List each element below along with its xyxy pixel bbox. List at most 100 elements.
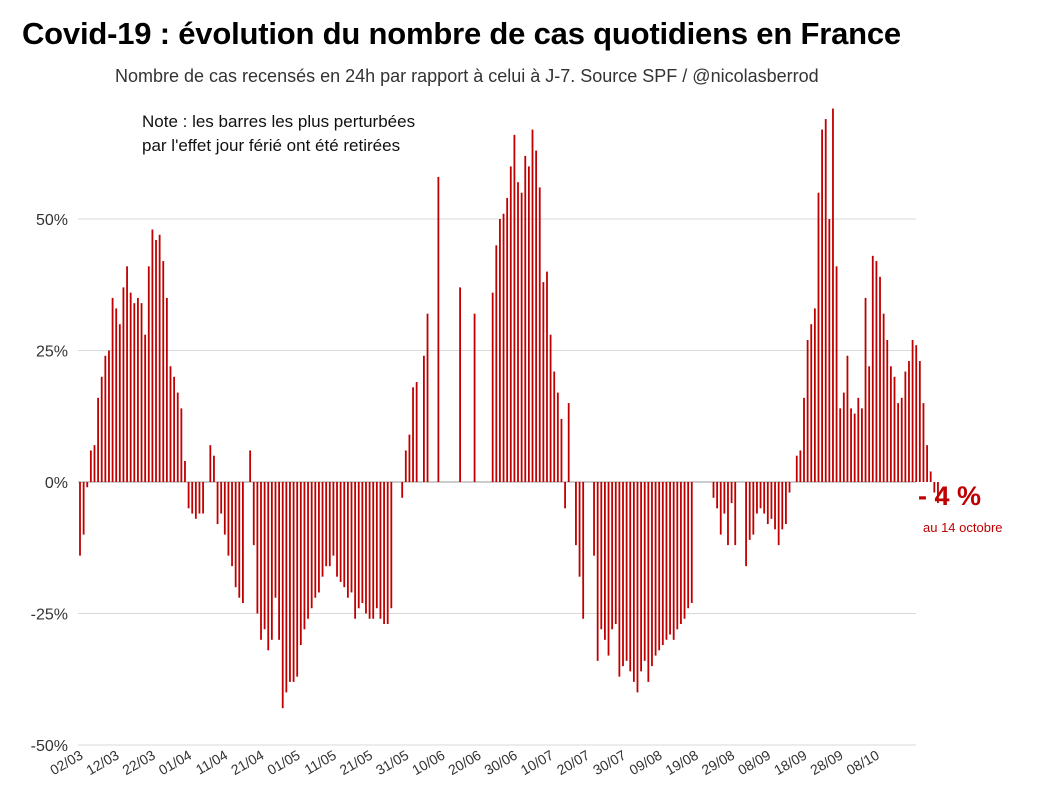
bar [386, 482, 389, 625]
bar [871, 255, 874, 482]
bar [502, 213, 505, 483]
bar [759, 482, 762, 509]
bar [774, 482, 776, 530]
bar [719, 482, 722, 535]
bar [922, 403, 925, 482]
bar [155, 240, 157, 482]
bar [806, 339, 809, 482]
x-tick-label: 20/07 [554, 747, 593, 778]
bar [636, 482, 639, 693]
bar [108, 350, 110, 482]
x-tick-label: 01/05 [264, 747, 303, 778]
bar [578, 482, 581, 577]
bar [629, 482, 632, 672]
bar [661, 482, 664, 646]
bar [86, 482, 89, 488]
bar [864, 297, 867, 482]
bar [712, 482, 715, 498]
bar [158, 234, 161, 482]
bar [683, 482, 686, 619]
bar [647, 482, 650, 682]
bar [296, 482, 299, 677]
x-tick-label: 19/08 [663, 747, 702, 778]
chart-note: Note : les barres les plus perturbées pa… [142, 110, 415, 158]
bar [129, 292, 132, 482]
bar [658, 482, 661, 651]
bar [332, 482, 335, 556]
bar [676, 482, 679, 630]
bar [202, 482, 204, 514]
bar [303, 482, 306, 630]
bar [499, 219, 501, 482]
bar [730, 482, 733, 504]
bar [242, 482, 244, 603]
bar [842, 392, 845, 482]
bar [810, 324, 813, 482]
x-tick-label: 09/08 [626, 747, 665, 778]
bar [832, 108, 834, 482]
chart-subtitle: Nombre de cas recensés en 24h par rappor… [115, 66, 819, 86]
bar [882, 313, 885, 482]
bar [213, 455, 215, 482]
bar [538, 187, 541, 482]
bar [495, 245, 498, 482]
bar [104, 355, 107, 482]
bar [307, 482, 309, 619]
bar [198, 482, 201, 514]
bar [795, 455, 798, 482]
bar [517, 182, 519, 482]
bar [314, 482, 317, 598]
latest-date-label: au 14 octobre [923, 520, 1003, 535]
bar [93, 445, 96, 482]
bar [437, 176, 440, 483]
bar [546, 271, 548, 482]
bar [379, 482, 382, 619]
bar [256, 482, 259, 614]
bar [861, 408, 863, 482]
bar [165, 297, 168, 482]
bar [162, 261, 165, 482]
bar [79, 482, 81, 556]
bar [893, 376, 896, 482]
bar [723, 482, 726, 514]
bar [372, 482, 375, 619]
bar [140, 303, 143, 482]
bar [821, 129, 823, 482]
bar [194, 482, 197, 519]
bar [173, 376, 176, 482]
y-tick-label: 25% [36, 344, 68, 361]
bar [97, 397, 99, 482]
bar [270, 482, 273, 640]
bar [216, 482, 219, 525]
bar [672, 482, 675, 640]
bar [238, 482, 241, 598]
y-axis: 50% 25% 0% -25% -50% [31, 212, 68, 755]
bar [509, 166, 512, 482]
bar [868, 366, 871, 482]
bar [560, 418, 563, 482]
bars-group [79, 108, 939, 709]
bar [817, 192, 820, 482]
bar [640, 482, 642, 672]
bar [491, 292, 494, 482]
x-tick-label: 01/04 [156, 747, 195, 778]
bar [191, 482, 194, 514]
bar [321, 482, 324, 577]
bar [886, 339, 889, 482]
x-tick-label: 28/09 [807, 747, 846, 778]
bar [169, 366, 172, 482]
x-tick-label: 21/05 [337, 747, 376, 778]
bar [365, 482, 367, 614]
bar [426, 313, 429, 482]
bar [875, 261, 878, 482]
bar [596, 482, 599, 661]
bar [553, 371, 556, 482]
bar [745, 482, 747, 567]
bar [285, 482, 288, 693]
bar [415, 382, 418, 482]
x-tick-label: 21/04 [228, 747, 267, 778]
bar [716, 482, 719, 509]
bar [929, 471, 932, 482]
bar [803, 397, 805, 482]
